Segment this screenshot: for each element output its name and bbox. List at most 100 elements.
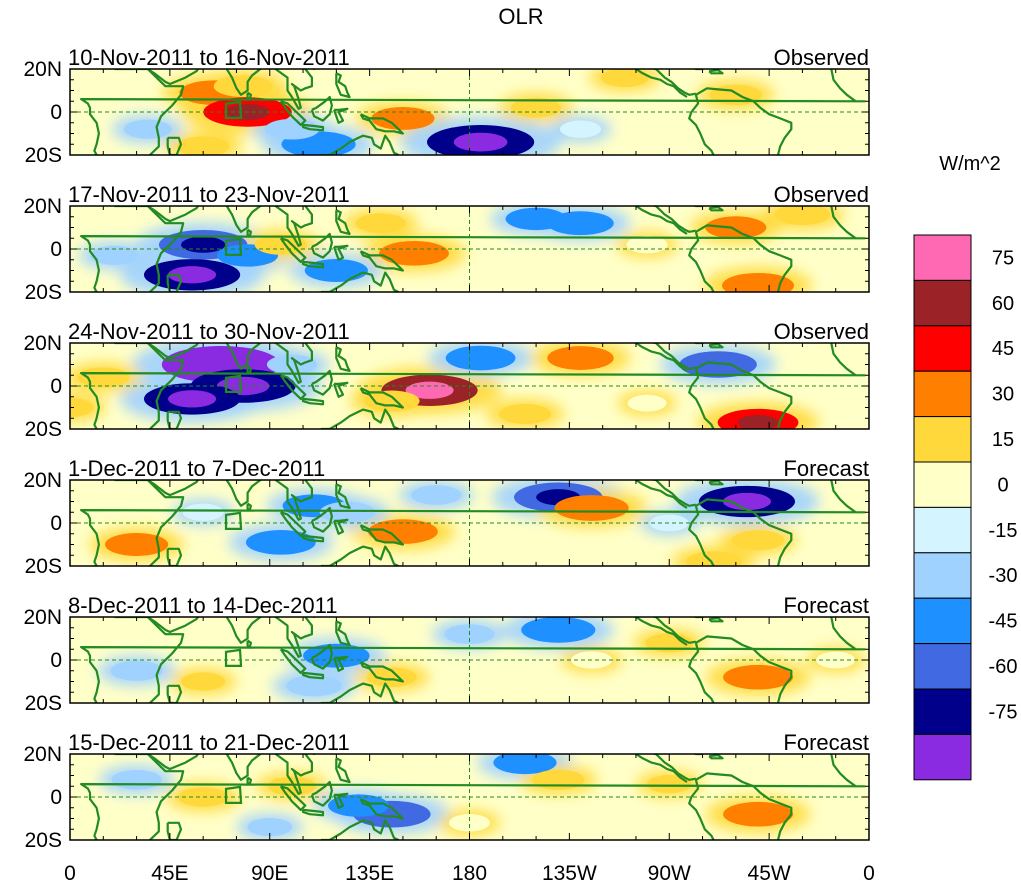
- anomaly-core: [705, 216, 767, 239]
- x-tick-label: 0: [64, 862, 76, 885]
- anomaly-core: [731, 530, 785, 551]
- colorbar-level-label: -30: [989, 565, 1018, 587]
- figure-title: OLR: [498, 4, 543, 29]
- x-tick-label: 45E: [151, 862, 188, 885]
- y-tick-label: 0: [50, 101, 62, 124]
- colorbar-swatch: [913, 506, 972, 554]
- coastlines: [80, 343, 866, 429]
- anomaly-core: [521, 617, 596, 643]
- colorbar-swatch: [913, 461, 972, 508]
- colorbar-level-label: 60: [992, 293, 1014, 315]
- y-tick-label: 20N: [23, 743, 62, 766]
- colorbar-swatch: [913, 325, 972, 372]
- colorbar-swatch: [913, 234, 972, 281]
- panel-date-range: 15-Dec-2011 to 21-Dec-2011: [68, 730, 350, 755]
- colorbar-level-label: 0: [997, 474, 1008, 496]
- panel-6: 20N 0 20S 15-Dec-2011 to 21-Dec-2011 Forecas…: [23, 730, 870, 852]
- colorbar-swatch: [913, 733, 972, 781]
- anomaly-core: [511, 97, 562, 118]
- anomaly-core: [493, 754, 557, 775]
- y-tick-label: 20S: [25, 144, 62, 167]
- anomaly-core: [247, 818, 292, 837]
- panel-4: 20N 0 20S 1-Dec-2011 to 7-Dec-2011 Forecast: [23, 456, 870, 578]
- anomaly-core: [364, 390, 420, 412]
- anomaly-core: [445, 345, 516, 371]
- anomaly-field: [111, 69, 775, 155]
- anomaly-core: [371, 106, 435, 130]
- anomaly-core: [411, 485, 462, 505]
- y-tick-label: 0: [50, 786, 62, 809]
- anomaly-core: [286, 675, 342, 697]
- x-tick-label: 90E: [251, 862, 288, 885]
- anomaly-core: [723, 664, 793, 690]
- panel-type-label: Observed: [774, 182, 869, 207]
- panel-1: 20N 0 20S 10-Nov-2011 to 16-Nov-2011 Observe…: [23, 45, 870, 167]
- colorbar-level-label: 15: [992, 429, 1014, 451]
- panel-date-range: 17-Nov-2011 to 23-Nov-2011: [68, 182, 350, 207]
- anomaly-core: [723, 801, 793, 827]
- anomaly-core: [245, 530, 316, 555]
- region-box: [224, 785, 243, 804]
- anomaly-core: [180, 672, 226, 691]
- coastlines: [80, 617, 866, 703]
- anomaly-core: [177, 136, 230, 155]
- colorbar-level-label: 45: [992, 338, 1014, 360]
- x-tick-label: 135W: [542, 862, 597, 885]
- y-tick-label: 20S: [25, 829, 62, 852]
- coastlines: [80, 754, 866, 840]
- colorbar-level-label: -75: [989, 701, 1018, 723]
- y-tick-label: 0: [50, 649, 62, 672]
- colorbar-level-label: -60: [989, 656, 1018, 678]
- colorbar-swatch: [913, 370, 972, 418]
- colorbar-level-label: -45: [989, 611, 1018, 633]
- region-box: [224, 648, 243, 667]
- anomaly-core: [123, 119, 172, 139]
- colorbar-level-label: 75: [992, 247, 1014, 269]
- y-tick-label: 0: [50, 238, 62, 261]
- colorbar-swatch: [913, 416, 972, 463]
- y-tick-label: 20S: [25, 555, 62, 578]
- y-tick-label: 20S: [25, 692, 62, 715]
- anomaly-core: [90, 245, 139, 265]
- anomaly-core: [111, 770, 162, 790]
- anomaly-core: [303, 643, 370, 668]
- colorbar-swatch: [913, 552, 972, 599]
- x-axis: 0 45E 90E 135E 180 135W 90W 45W 0: [64, 862, 875, 885]
- colorbar-swatch: [913, 279, 972, 327]
- region-box: [224, 511, 243, 530]
- coastlines: [80, 206, 866, 292]
- anomaly-core: [264, 118, 320, 140]
- y-tick-label: 0: [50, 375, 62, 398]
- panel-5: 20N 0 20S 8-Dec-2011 to 14-Dec-2011 Forecast: [23, 593, 870, 715]
- anomaly-core: [685, 551, 742, 566]
- y-tick-label: 20N: [23, 469, 62, 492]
- panel-date-range: 10-Nov-2011 to 16-Nov-2011: [68, 45, 350, 70]
- anomaly-core: [182, 503, 224, 521]
- colorbar-units-label: W/m^2: [939, 153, 1001, 175]
- panel-3: 20N 0 20S 24-Nov-2011 to 30-Nov-2011 Observe…: [23, 319, 870, 441]
- colorbar-boxes: [913, 234, 972, 781]
- panel-type-label: Observed: [774, 319, 869, 344]
- y-tick-label: 20N: [23, 332, 62, 355]
- colorbar-swatch: [913, 643, 972, 690]
- x-tick-label: 90W: [648, 862, 691, 885]
- panel-date-range: 24-Nov-2011 to 30-Nov-2011: [68, 319, 350, 344]
- anomaly-core: [722, 272, 795, 292]
- anomaly-core: [532, 769, 585, 790]
- anomaly-core: [547, 211, 614, 236]
- anomaly-core: [77, 367, 130, 388]
- anomaly-core: [647, 775, 692, 794]
- colorbar-swatch: [913, 597, 972, 645]
- map-panels: 20N 0 20S 10-Nov-2011 to 16-Nov-2011 Observe…: [23, 45, 870, 852]
- anomaly-core: [366, 667, 417, 687]
- x-tick-label: 45W: [748, 862, 791, 885]
- y-tick-label: 20N: [23, 606, 62, 629]
- anomaly-core: [268, 776, 316, 796]
- anomaly-core: [213, 75, 273, 98]
- y-tick-label: 0: [50, 512, 62, 535]
- colorbar-level-label: 30: [992, 384, 1014, 406]
- y-tick-label: 20S: [25, 418, 62, 441]
- panel-type-label: Forecast: [783, 593, 869, 618]
- anomaly-core: [448, 814, 491, 832]
